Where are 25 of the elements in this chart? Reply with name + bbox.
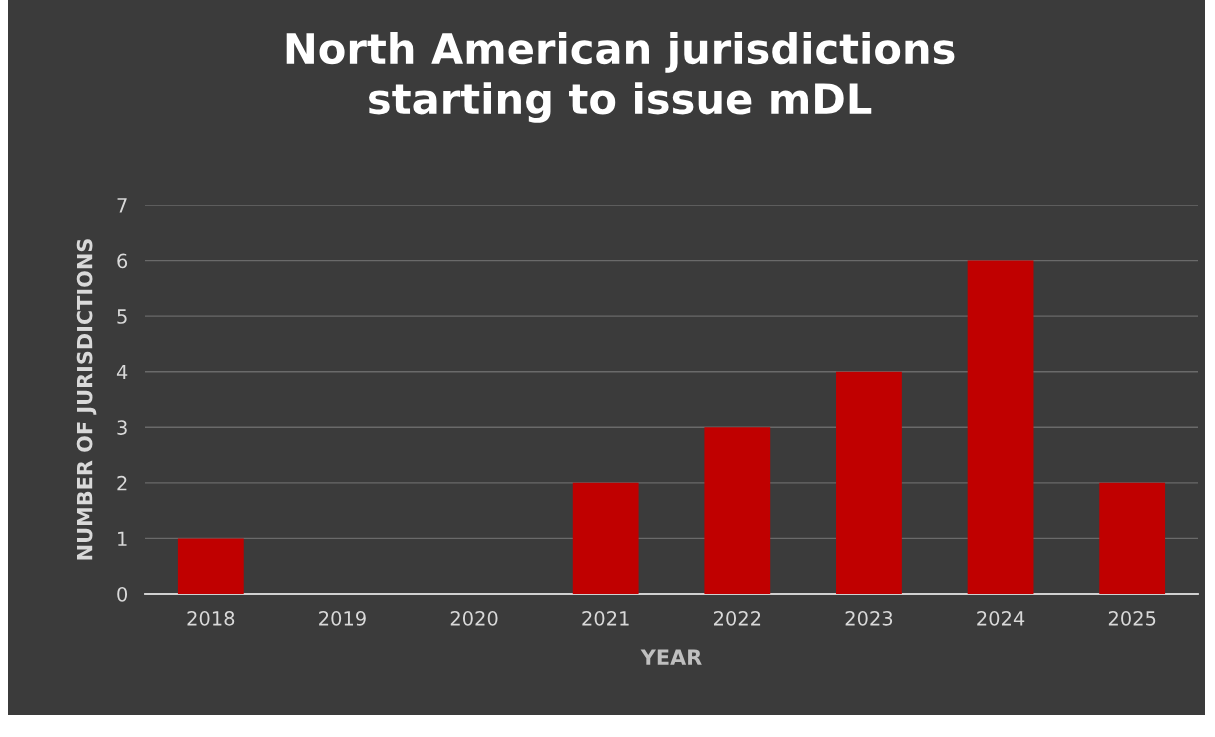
x-tick-label: 2019: [319, 611, 366, 626]
bar: [967, 260, 1034, 594]
bar: [836, 371, 902, 594]
bar: [1099, 482, 1166, 594]
y-tick-label: 7: [117, 198, 127, 213]
x-tick-label: 2023: [845, 611, 893, 626]
bar: [572, 482, 639, 594]
y-tick-label: 6: [117, 253, 128, 269]
bar: [704, 427, 771, 594]
y-tick-label: 4: [116, 364, 128, 380]
y-tick-label: 0: [117, 586, 128, 602]
bar: [177, 538, 244, 594]
y-tick-label: 5: [117, 309, 127, 324]
x-tick-label: 2022: [713, 611, 761, 626]
y-tick-label: 3: [117, 420, 127, 435]
y-tick-label: 1: [118, 531, 127, 546]
chart-title: North American jurisdictions starting to issue mDL: [286, 32, 955, 123]
x-tick-label: 2020: [450, 611, 498, 626]
y-tick-label: 2: [117, 475, 127, 491]
x-tick-label: 2018: [187, 611, 235, 626]
y-axis-title: NUMBER OF JURISDICTIONS: [76, 239, 97, 560]
x-axis-title: YEAR: [640, 649, 702, 665]
x-tick-label: 2021: [582, 611, 629, 626]
x-tick-label: 2024: [977, 611, 1025, 626]
x-tick-label: 2025: [1108, 611, 1156, 626]
